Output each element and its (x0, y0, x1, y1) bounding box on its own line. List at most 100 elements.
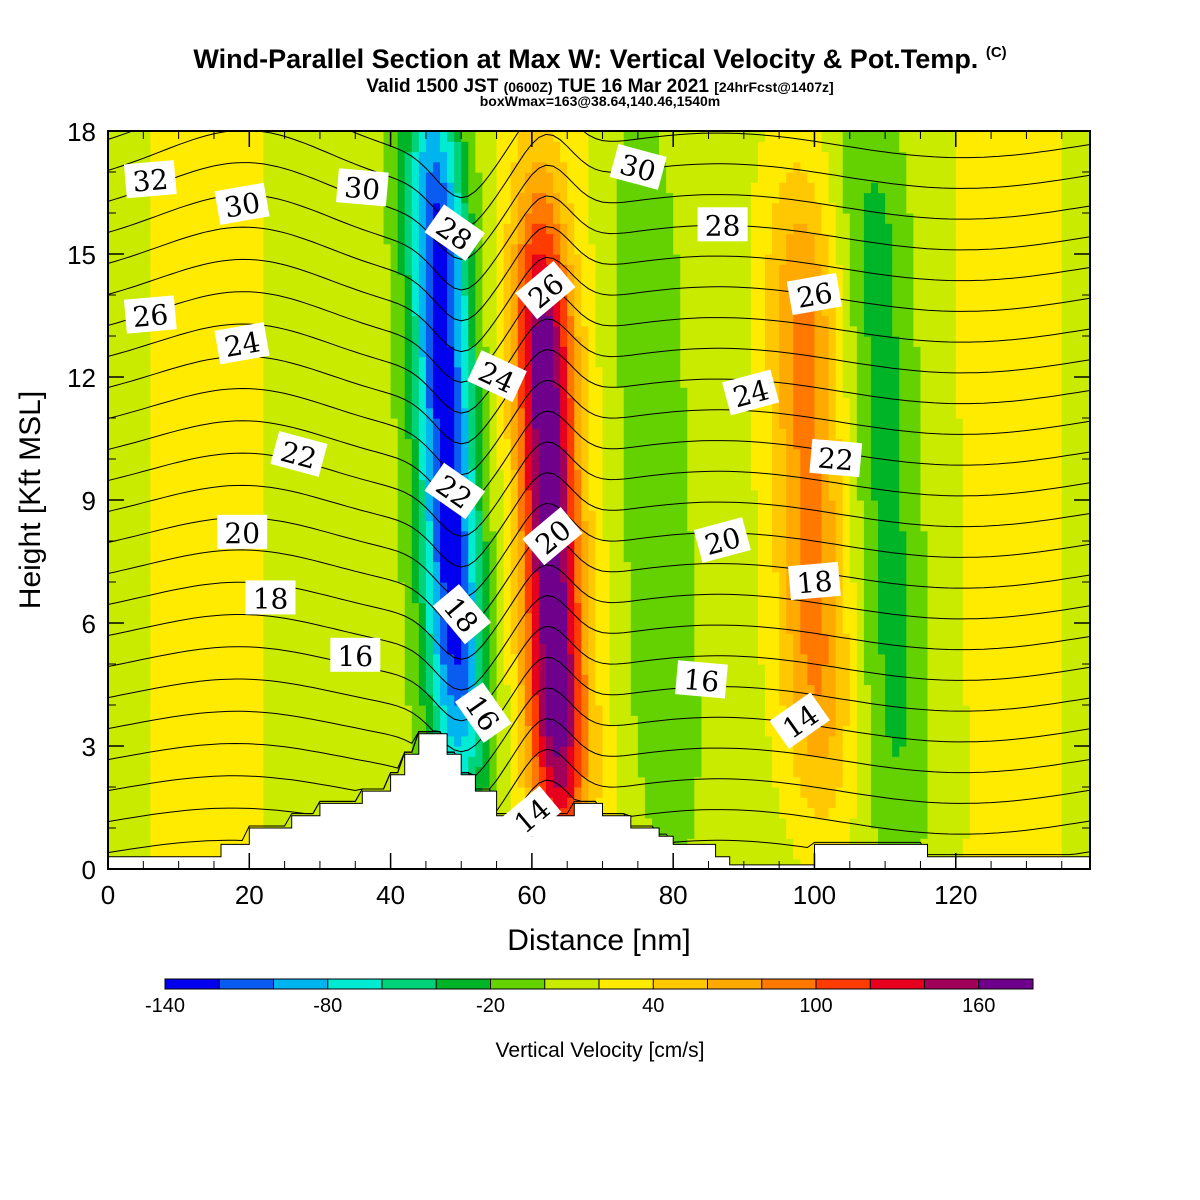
field-cell (553, 551, 561, 563)
field-cell (383, 571, 392, 583)
field-cell (270, 633, 279, 645)
field-cell (256, 489, 265, 501)
field-cell (178, 571, 187, 583)
field-cell (517, 254, 526, 265)
field-cell (298, 428, 307, 440)
field-cell (108, 428, 116, 440)
field-cell (192, 315, 201, 327)
field-cell (298, 715, 307, 727)
field-cell (115, 838, 123, 850)
field-cell (277, 664, 286, 675)
field-cell (581, 664, 590, 675)
field-cell (312, 633, 321, 645)
field-cell (199, 254, 208, 265)
field-cell (390, 561, 399, 573)
field-cell (136, 776, 144, 788)
field-cell (411, 551, 420, 563)
field-cell (553, 131, 561, 142)
field-cell (595, 643, 604, 655)
field-cell (270, 407, 279, 419)
field-cell (411, 664, 420, 675)
field-cell (108, 582, 116, 593)
field-cell (150, 151, 159, 163)
field-cell (192, 161, 201, 173)
field-cell (327, 756, 335, 768)
copyright-mark: (C) (985, 44, 1007, 61)
field-cell (199, 653, 208, 665)
field-cell (461, 418, 469, 429)
field-cell (538, 243, 547, 255)
field-cell (482, 643, 491, 655)
field-cell (425, 336, 434, 347)
field-cell (115, 510, 123, 522)
field-cell (164, 202, 173, 214)
field-cell (546, 489, 554, 501)
field-cell (496, 684, 505, 696)
field-cell (192, 797, 201, 809)
field-cell (143, 633, 151, 645)
field-cell (390, 684, 399, 696)
field-cell (206, 735, 215, 747)
field-cell (327, 489, 335, 501)
field-cell (553, 336, 561, 347)
field-cell (256, 817, 265, 829)
field-cell (489, 254, 498, 265)
field-cell (538, 377, 547, 388)
field-cell (503, 561, 512, 573)
field-cell (383, 315, 392, 327)
field-cell (560, 643, 568, 655)
field-cell (510, 182, 519, 194)
field-cell (341, 725, 349, 737)
field-cell (213, 479, 222, 491)
field-cell (560, 202, 568, 214)
field-cell (312, 664, 321, 675)
field-cell (355, 151, 363, 163)
field-cell (291, 633, 300, 645)
field-cell (143, 828, 151, 839)
field-cell (510, 551, 519, 563)
field-cell (115, 418, 123, 429)
field-cell (383, 735, 392, 747)
field-cell (531, 264, 540, 276)
field-cell (242, 172, 250, 183)
field-cell (531, 438, 540, 450)
field-cell (503, 469, 512, 481)
field-cell (334, 428, 342, 440)
field-cell (369, 561, 378, 573)
field-cell (588, 756, 597, 768)
field-cell (327, 541, 335, 552)
field-cell (546, 592, 554, 604)
field-cell (355, 602, 363, 614)
field-cell (136, 438, 144, 450)
field-cell (298, 776, 307, 788)
field-cell (192, 438, 201, 450)
field-cell (291, 489, 300, 501)
field-cell (355, 479, 363, 491)
field-cell (291, 264, 300, 276)
field-cell (270, 612, 279, 624)
field-cell (588, 520, 597, 532)
field-cell (404, 274, 413, 286)
field-cell (284, 643, 293, 655)
field-cell (341, 377, 349, 388)
field-cell (291, 397, 300, 409)
field-cell (228, 438, 236, 450)
field-cell (171, 336, 180, 347)
field-cell (503, 766, 512, 778)
field-cell (496, 520, 505, 532)
field-cell (362, 243, 370, 255)
field-cell (136, 264, 144, 276)
field-cell (574, 653, 582, 665)
field-cell (510, 325, 519, 337)
field-cell (404, 653, 413, 665)
field-cell (574, 131, 582, 142)
field-cell (164, 131, 173, 142)
field-cell (341, 274, 349, 286)
field-cell (546, 377, 554, 388)
field-cell (327, 418, 335, 429)
field-cell (588, 479, 597, 491)
field-cell (376, 336, 385, 347)
field-cell (143, 213, 151, 224)
field-cell (553, 500, 561, 511)
field-cell (447, 438, 455, 450)
